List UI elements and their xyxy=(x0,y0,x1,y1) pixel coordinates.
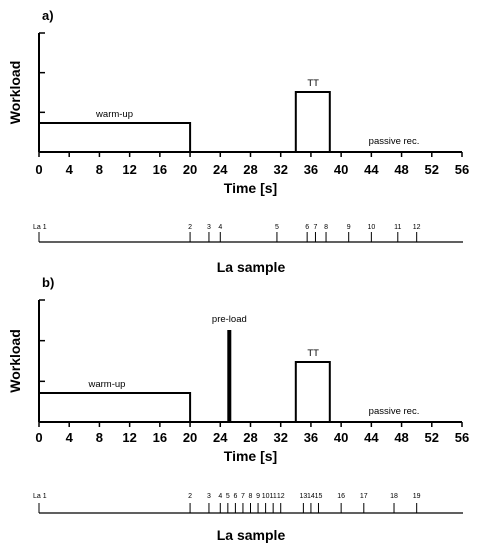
la-tick-label: 8 xyxy=(324,224,328,231)
x-tick-label: 44 xyxy=(364,162,379,177)
annotation: passive rec. xyxy=(369,406,420,417)
x-tick-label: 28 xyxy=(243,430,257,445)
la-tick-label: 11 xyxy=(270,493,277,500)
la-tick-label: 7 xyxy=(241,493,245,500)
x-tick-label: 16 xyxy=(153,162,167,177)
la-tick-label: 15 xyxy=(315,493,323,500)
x-tick-label: 8 xyxy=(96,162,103,177)
la-start-label: La 1 xyxy=(33,224,47,231)
la-tick-label: 7 xyxy=(314,224,318,231)
x-axis-label: Time [s] xyxy=(224,180,277,196)
la-sample-title: La sample xyxy=(217,259,286,275)
x-tick-label: 20 xyxy=(183,162,197,177)
x-tick-label: 28 xyxy=(243,162,257,177)
la-tick-label: 6 xyxy=(305,224,309,231)
la-tick-label: 2 xyxy=(188,224,192,231)
la-tick-label: 9 xyxy=(256,493,260,500)
la-tick-label: 12 xyxy=(277,493,285,500)
la-tick-label: 5 xyxy=(275,224,279,231)
x-tick-label: 40 xyxy=(334,430,348,445)
la-tick-label: 17 xyxy=(360,493,368,500)
x-tick-label: 0 xyxy=(35,430,42,445)
x-tick-label: 8 xyxy=(96,430,103,445)
la-tick-label: 5 xyxy=(226,493,230,500)
x-tick-label: 52 xyxy=(425,430,439,445)
x-axis-label: Time [s] xyxy=(224,448,277,464)
workload-series xyxy=(38,91,447,153)
la-tick-label: 10 xyxy=(367,224,375,231)
panel-label: a) xyxy=(42,8,54,23)
la-tick-label: 10 xyxy=(262,493,270,500)
la-tick-label: 13 xyxy=(299,493,307,500)
x-tick-label: 4 xyxy=(66,162,74,177)
x-tick-label: 20 xyxy=(183,430,197,445)
la-tick-label: 16 xyxy=(337,493,345,500)
annotation: pre-load xyxy=(212,314,247,325)
annotation: passive rec. xyxy=(369,136,420,147)
x-tick-label: 44 xyxy=(364,430,379,445)
la-tick-label: 19 xyxy=(413,493,421,500)
x-tick-label: 4 xyxy=(66,430,74,445)
la-tick-label: 18 xyxy=(390,493,398,500)
y-axis-label: Workload xyxy=(7,61,23,125)
annotation: TT xyxy=(307,348,319,359)
x-tick-label: 56 xyxy=(455,162,469,177)
x-tick-label: 16 xyxy=(153,430,167,445)
x-tick-label: 56 xyxy=(455,430,469,445)
x-tick-label: 40 xyxy=(334,162,348,177)
la-tick-label: 11 xyxy=(394,224,401,231)
la-start-label: La 1 xyxy=(33,493,47,500)
la-tick-label: 9 xyxy=(347,224,351,231)
x-tick-label: 24 xyxy=(213,162,228,177)
annotation: TT xyxy=(307,78,319,89)
panel-label: b) xyxy=(42,275,54,290)
annotation: warm-up xyxy=(95,109,133,120)
x-tick-label: 32 xyxy=(273,162,287,177)
la-tick-label: 3 xyxy=(207,493,211,500)
la-tick-label: 4 xyxy=(218,493,222,500)
la-tick-label: 4 xyxy=(218,224,222,231)
la-tick-label: 14 xyxy=(307,493,315,500)
annotation: warm-up xyxy=(88,379,126,390)
x-tick-label: 36 xyxy=(304,162,318,177)
x-tick-label: 24 xyxy=(213,430,228,445)
la-tick-label: 2 xyxy=(188,493,192,500)
x-tick-label: 32 xyxy=(273,430,287,445)
x-tick-label: 12 xyxy=(122,430,136,445)
x-tick-label: 36 xyxy=(304,430,318,445)
y-axis-label: Workload xyxy=(7,329,23,393)
la-tick-label: 3 xyxy=(207,224,211,231)
x-tick-label: 12 xyxy=(122,162,136,177)
la-tick-label: 8 xyxy=(249,493,253,500)
x-tick-label: 48 xyxy=(394,430,408,445)
la-tick-label: 6 xyxy=(233,493,237,500)
x-tick-label: 0 xyxy=(35,162,42,177)
la-tick-label: 12 xyxy=(413,224,421,231)
workload-series xyxy=(38,361,447,423)
la-sample-title: La sample xyxy=(217,527,286,543)
x-tick-label: 52 xyxy=(425,162,439,177)
x-tick-label: 48 xyxy=(394,162,408,177)
